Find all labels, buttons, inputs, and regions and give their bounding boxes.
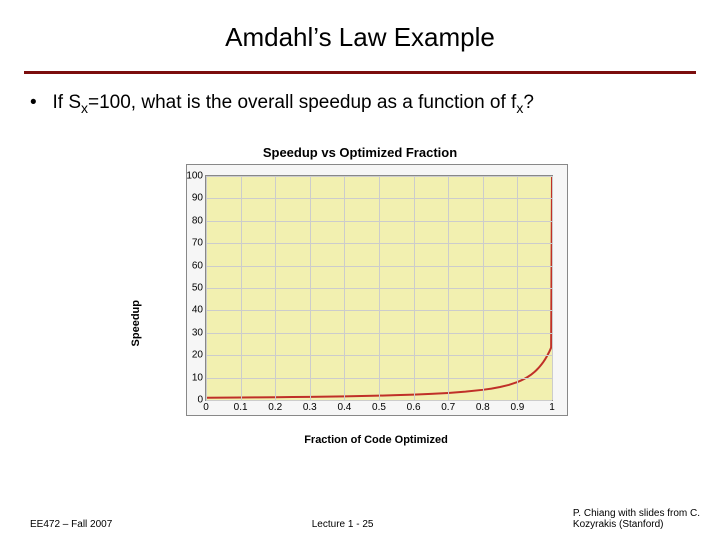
bullet-sub1: x <box>81 100 88 116</box>
ytick: 60 <box>192 260 206 271</box>
ytick: 40 <box>192 305 206 316</box>
ytick: 90 <box>192 193 206 204</box>
bullet-suffix: ? <box>523 92 534 113</box>
ytick: 30 <box>192 327 206 338</box>
xtick: 0.4 <box>337 400 351 413</box>
chart-xlabel: Fraction of Code Optimized <box>186 434 566 446</box>
xtick: 0.1 <box>234 400 248 413</box>
footer: EE472 – Fall 2007 Lecture 1 - 25 P. Chia… <box>30 508 700 530</box>
footer-left: EE472 – Fall 2007 <box>30 519 112 530</box>
slide: Amdahl’s Law Example • If Sx=100, what i… <box>0 0 720 540</box>
footer-right: P. Chiang with slides from C. Kozyrakis … <box>573 508 700 530</box>
xtick: 1 <box>549 400 555 413</box>
ytick: 20 <box>192 350 206 361</box>
chart-title: Speedup vs Optimized Fraction <box>140 145 580 160</box>
bullet-line: • If Sx=100, what is the overall speedup… <box>0 74 720 116</box>
xtick: 0.3 <box>303 400 317 413</box>
xtick: 0.7 <box>441 400 455 413</box>
ytick: 70 <box>192 238 206 249</box>
ytick: 100 <box>186 171 206 182</box>
slide-title: Amdahl’s Law Example <box>0 0 720 63</box>
xtick: 0.5 <box>372 400 386 413</box>
xtick: 0.8 <box>476 400 490 413</box>
footer-center: Lecture 1 - 25 <box>312 519 374 530</box>
xtick: 0.9 <box>510 400 524 413</box>
footer-right-2: Kozyrakis (Stanford) <box>573 519 664 530</box>
xtick: 0.6 <box>407 400 421 413</box>
chart-panel: 010203040506070809010000.10.20.30.40.50.… <box>186 164 568 416</box>
chart-ylabel: Speedup <box>130 300 142 346</box>
ytick: 80 <box>192 215 206 226</box>
xtick: 0.2 <box>268 400 282 413</box>
chart-plot-area: 010203040506070809010000.10.20.30.40.50.… <box>205 175 553 401</box>
bullet-prefix: If S <box>53 92 82 113</box>
ytick: 50 <box>192 283 206 294</box>
bullet-mid: =100, what is the overall speedup as a f… <box>88 92 516 113</box>
ytick: 10 <box>192 372 206 383</box>
footer-right-1: P. Chiang with slides from C. <box>573 508 700 519</box>
xtick: 0 <box>203 400 209 413</box>
chart: Speedup vs Optimized Fraction Speedup 01… <box>140 145 580 455</box>
